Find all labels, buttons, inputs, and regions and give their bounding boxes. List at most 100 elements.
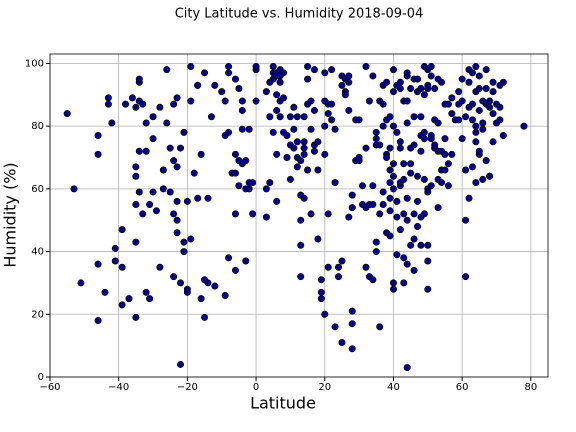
data-point bbox=[348, 345, 356, 353]
data-point bbox=[424, 188, 432, 196]
data-point bbox=[166, 144, 174, 152]
data-point bbox=[183, 288, 191, 296]
data-point bbox=[146, 295, 154, 303]
data-point bbox=[262, 213, 270, 221]
data-point bbox=[462, 273, 470, 281]
data-point bbox=[441, 135, 449, 143]
data-point bbox=[183, 197, 191, 205]
data-point bbox=[321, 150, 329, 158]
data-point bbox=[77, 279, 85, 287]
data-point bbox=[410, 113, 418, 121]
data-point bbox=[389, 160, 397, 168]
data-point bbox=[372, 238, 380, 246]
data-point bbox=[139, 210, 147, 218]
data-point bbox=[403, 194, 411, 202]
data-point bbox=[149, 113, 157, 121]
data-point bbox=[293, 113, 301, 121]
data-point bbox=[122, 100, 130, 108]
data-point bbox=[407, 241, 415, 249]
data-point bbox=[379, 100, 387, 108]
x-tick-label: 80 bbox=[524, 382, 537, 393]
data-point bbox=[417, 113, 425, 121]
data-point bbox=[273, 91, 281, 99]
data-point bbox=[355, 157, 363, 165]
data-point bbox=[427, 63, 435, 71]
data-point bbox=[413, 222, 421, 230]
data-point bbox=[420, 175, 428, 183]
y-axis-label: Humidity (%) bbox=[1, 162, 20, 267]
data-point bbox=[221, 97, 229, 105]
data-point bbox=[372, 128, 380, 136]
data-point bbox=[479, 125, 487, 133]
data-point bbox=[300, 194, 308, 202]
data-point bbox=[334, 263, 342, 271]
data-point bbox=[262, 88, 270, 96]
data-point bbox=[396, 138, 404, 146]
data-point bbox=[441, 166, 449, 174]
data-point bbox=[156, 103, 164, 111]
data-point bbox=[245, 125, 253, 133]
data-point bbox=[455, 88, 463, 96]
data-point bbox=[424, 84, 432, 92]
data-point bbox=[238, 97, 246, 105]
data-point bbox=[173, 197, 181, 205]
data-point bbox=[441, 150, 449, 158]
data-point bbox=[163, 66, 171, 74]
data-point bbox=[389, 279, 397, 287]
data-point bbox=[297, 241, 305, 249]
data-point bbox=[417, 147, 425, 155]
data-point bbox=[300, 138, 308, 146]
data-point bbox=[386, 207, 394, 215]
data-point bbox=[173, 216, 181, 224]
data-point bbox=[369, 276, 377, 284]
data-point bbox=[286, 113, 294, 121]
data-point bbox=[149, 135, 157, 143]
data-point bbox=[118, 226, 126, 234]
data-point bbox=[231, 210, 239, 218]
data-point bbox=[166, 188, 174, 196]
data-point bbox=[359, 182, 367, 190]
data-point bbox=[300, 144, 308, 152]
data-point bbox=[348, 307, 356, 315]
data-point bbox=[293, 163, 301, 171]
data-point bbox=[70, 185, 78, 193]
data-point bbox=[365, 97, 373, 105]
data-point bbox=[468, 163, 476, 171]
data-point bbox=[293, 138, 301, 146]
data-point bbox=[410, 141, 418, 149]
data-point bbox=[458, 75, 466, 83]
data-point bbox=[252, 63, 260, 71]
data-point bbox=[486, 97, 494, 105]
data-point bbox=[427, 135, 435, 143]
data-point bbox=[142, 288, 150, 296]
data-point bbox=[63, 110, 71, 118]
data-point bbox=[472, 122, 480, 130]
data-point bbox=[458, 135, 466, 143]
data-point bbox=[273, 150, 281, 158]
data-point bbox=[334, 273, 342, 281]
y-tick-label: 80 bbox=[31, 121, 44, 132]
data-point bbox=[310, 147, 318, 155]
data-point bbox=[455, 116, 463, 124]
data-point bbox=[444, 182, 452, 190]
data-point bbox=[297, 216, 305, 224]
data-point bbox=[156, 263, 164, 271]
data-point bbox=[207, 113, 215, 121]
data-point bbox=[135, 188, 143, 196]
data-point bbox=[341, 91, 349, 99]
data-point bbox=[386, 194, 394, 202]
data-point bbox=[348, 191, 356, 199]
data-point bbox=[348, 320, 356, 328]
data-point bbox=[489, 88, 497, 96]
data-point bbox=[262, 185, 270, 193]
data-point bbox=[321, 69, 329, 77]
data-point bbox=[173, 229, 181, 237]
data-point bbox=[499, 132, 507, 140]
data-point bbox=[376, 210, 384, 218]
data-point bbox=[321, 122, 329, 130]
data-point bbox=[410, 235, 418, 243]
y-tick-label: 0 bbox=[38, 372, 44, 383]
data-point bbox=[314, 138, 322, 146]
data-point bbox=[424, 241, 432, 249]
data-point bbox=[269, 128, 277, 136]
